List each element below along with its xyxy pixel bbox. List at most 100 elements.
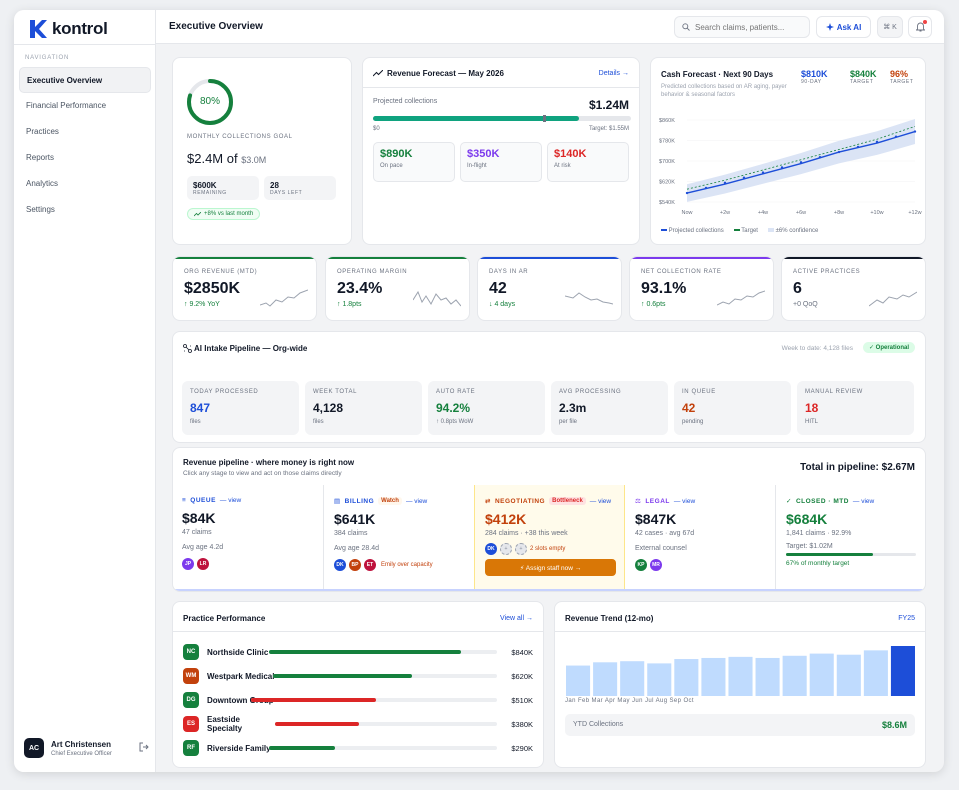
command-shortcut-button[interactable]: ⌘ K <box>877 16 903 38</box>
view-link[interactable]: — view <box>673 497 696 505</box>
search-box[interactable] <box>674 16 810 38</box>
cash-title: Cash Forecast · Next 90 Days <box>661 70 774 79</box>
bell-icon <box>915 22 925 32</box>
practice-row[interactable]: NC Northside Clinic $840K <box>183 643 533 661</box>
metric-manual-review[interactable]: MANUAL REVIEW 18 HITL <box>797 381 914 435</box>
in-flight-tile[interactable]: $350K In-flight <box>460 142 542 182</box>
remaining-label: REMAINING <box>193 190 227 196</box>
assign-staff-button[interactable]: ⚡ Assign staff now → <box>485 559 616 576</box>
trend-bar <box>647 663 672 696</box>
trend-icon <box>373 70 383 77</box>
kpi-days-in-ar[interactable]: DAYS IN AR 42 ↓ 4 days <box>477 256 622 321</box>
revenue-forecast-card: Revenue Forecast — May 2026 Details → Pr… <box>362 57 640 245</box>
kpi-net-collection-rate[interactable]: NET COLLECTION RATE 93.1% ↑ 0.6pts <box>629 256 774 321</box>
confidence-band <box>687 119 915 202</box>
practice-row[interactable]: ES Eastside Specialty $380K <box>183 715 533 733</box>
metric-week-total[interactable]: WEEK TOTAL 4,128 files <box>305 381 422 435</box>
sparkline <box>260 289 308 307</box>
kpi-value: 93.1% <box>641 280 687 297</box>
avatar[interactable]: JP <box>182 558 194 570</box>
ask-ai-button[interactable]: Ask AI <box>816 16 871 38</box>
at-risk-tile[interactable]: $140K At risk <box>547 142 629 182</box>
logout-icon[interactable] <box>139 742 149 752</box>
kpi-accent-bar <box>630 257 773 259</box>
avatar[interactable]: MR <box>650 559 662 571</box>
practice-avatar: DG <box>183 692 199 708</box>
stage-legal[interactable]: ⚖ LEGAL — view $847K 42 cases · avg 67d Ex… <box>625 485 776 589</box>
practice-row[interactable]: WM Westpark Medical $620K <box>183 667 533 685</box>
target-line <box>686 126 916 190</box>
avatar[interactable]: BP <box>349 559 361 571</box>
view-link[interactable]: — view <box>219 497 242 504</box>
metric-in-queue[interactable]: IN QUEUE 42 pending <box>674 381 791 435</box>
view-all-link[interactable]: View all → <box>500 615 533 622</box>
nav-item-analytics[interactable]: Analytics <box>26 179 59 188</box>
empty-slot[interactable]: + <box>500 543 512 555</box>
metric-auto-rate[interactable]: AUTO RATE 94.2% ↑ 0.8pts WoW <box>428 381 545 435</box>
kpi-org-revenue[interactable]: ORG REVENUE (MTD) $2850K ↑ 9.2% YoY <box>172 256 317 321</box>
kpi-accent-bar <box>478 257 621 259</box>
goal-label: MONTHLY COLLECTIONS GOAL <box>187 134 293 140</box>
tile-label: On pace <box>380 163 403 169</box>
kpi-active-practices[interactable]: ACTIVE PRACTICES 6 +0 QoQ <box>781 256 926 321</box>
notifications-button[interactable] <box>908 16 932 38</box>
check-circle-icon: ✓ <box>786 498 792 505</box>
legend-projected: Projected collections <box>661 228 724 234</box>
trend-bar <box>890 646 915 696</box>
trend-bar <box>809 653 834 696</box>
y-tick-label: $700K <box>659 159 675 165</box>
on-pace-tile[interactable]: $890K On pace <box>373 142 455 182</box>
tile-value: $140K <box>554 148 587 160</box>
legend-label: Target <box>741 228 758 234</box>
trend-bar <box>566 665 591 696</box>
metric-value: 2.3m <box>559 401 587 415</box>
kpi-delta: ↑ 0.6pts <box>641 301 666 308</box>
practice-row[interactable]: DG Downtown Group $510K <box>183 691 533 709</box>
metric-today-processed[interactable]: TODAY PROCESSED 847 files <box>182 381 299 435</box>
kpi-operating-margin[interactable]: OPERATING MARGIN 23.4% ↑ 1.8pts <box>325 256 470 321</box>
metric-avg-processing[interactable]: AVG PROCESSING 2.3m per file <box>551 381 668 435</box>
avatar[interactable]: DK <box>334 559 346 571</box>
x-tick-label: +6w <box>796 210 806 216</box>
empty-slot[interactable]: + <box>515 543 527 555</box>
stage-billing[interactable]: ▤ BILLING Watch — view $641K 384 claims Avg… <box>323 485 474 589</box>
practice-name: Riverside Family <box>207 743 271 753</box>
metric-label: IN QUEUE <box>682 389 716 395</box>
nav-item-financial-performance[interactable]: Financial Performance <box>26 101 107 110</box>
nav-item-practices[interactable]: Practices <box>26 127 59 136</box>
practices-title: Practice Performance <box>183 614 266 623</box>
stage-value: $412K <box>485 511 527 527</box>
view-link[interactable]: — view <box>589 497 612 505</box>
period-selector[interactable]: FY25 <box>898 615 915 622</box>
month-labels: Jan Feb Mar Apr May Jun Jul Aug Sep Oct <box>565 698 694 704</box>
data-point <box>704 186 708 190</box>
nav-item-settings[interactable]: Settings <box>26 205 55 214</box>
forecast-details-link[interactable]: Details → <box>598 70 629 77</box>
stage-queue[interactable]: ≡ QUEUE — view $84K 47 claims Avg age 4.2d… <box>172 485 323 589</box>
goal-percent: 80% <box>199 96 220 107</box>
metric-value: 42 <box>682 401 696 415</box>
search-input[interactable] <box>695 22 795 32</box>
avatar[interactable]: DK <box>485 543 497 555</box>
view-link[interactable]: — view <box>852 497 875 505</box>
view-link[interactable]: — view <box>405 497 428 505</box>
practice-bar <box>275 722 360 726</box>
revpipe-subtitle: Click any stage to view and act on those… <box>183 470 342 477</box>
nav-item-reports[interactable]: Reports <box>26 153 55 162</box>
user-profile[interactable]: AC Art Christensen Chief Executive Offic… <box>24 738 149 758</box>
stage-header: ✓ CLOSED · MTD — view <box>786 497 916 506</box>
pipeline-total: Total in pipeline: $2.67M <box>800 462 915 473</box>
practice-value: $510K <box>511 695 533 705</box>
avatar[interactable]: KP <box>635 559 647 571</box>
stage-closed[interactable]: ✓ CLOSED · MTD — view $684K 1,841 claims ·… <box>775 485 926 589</box>
practice-row[interactable]: RF Riverside Family $290K <box>183 739 533 757</box>
avatar[interactable]: ET <box>364 559 376 571</box>
stage-negotiating[interactable]: ⇄ NEGOTIATING Bottleneck — view $412K 284 c… <box>474 485 625 589</box>
metric-sub: pending <box>682 419 704 425</box>
nav-item-executive-overview[interactable]: Executive Overview <box>19 67 151 93</box>
avatar[interactable]: LR <box>197 558 209 570</box>
target-marker <box>543 115 546 122</box>
logo[interactable]: kontrol <box>29 18 108 40</box>
sparkline <box>565 292 613 305</box>
search-icon <box>682 23 690 31</box>
